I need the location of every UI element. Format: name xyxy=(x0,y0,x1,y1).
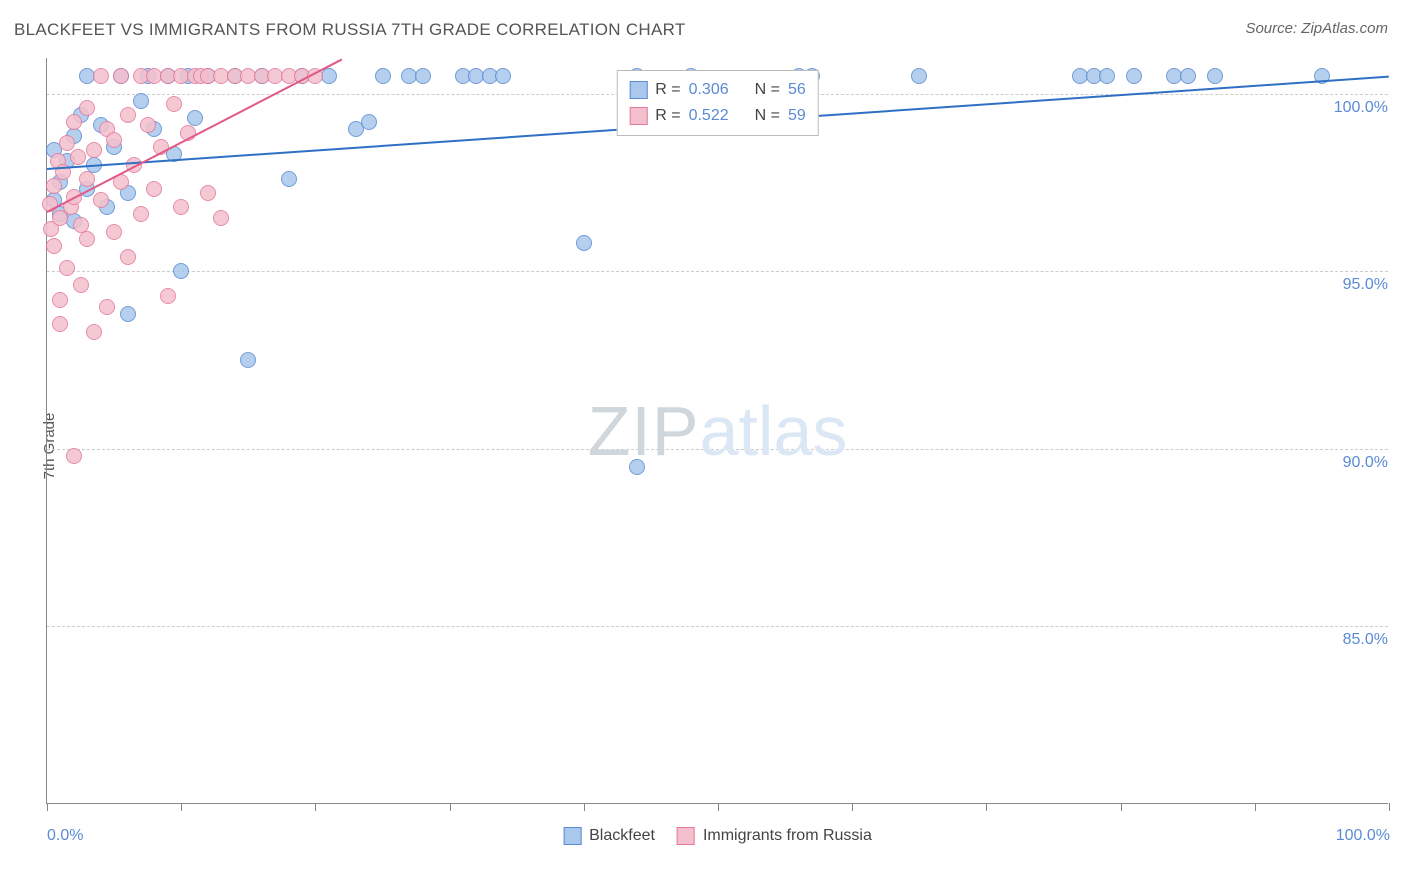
x-tick xyxy=(47,803,48,811)
data-point xyxy=(281,171,297,187)
data-point xyxy=(166,96,182,112)
data-point xyxy=(79,231,95,247)
data-point xyxy=(495,68,511,84)
data-point xyxy=(79,100,95,116)
x-tick xyxy=(1121,803,1122,811)
data-point xyxy=(133,93,149,109)
data-point xyxy=(1207,68,1223,84)
legend-item-0: Blackfeet xyxy=(563,827,655,845)
r-label-1: R = xyxy=(655,103,680,129)
data-point xyxy=(240,352,256,368)
data-point xyxy=(375,68,391,84)
y-tick-label: 95.0% xyxy=(1341,276,1390,294)
data-point xyxy=(46,178,62,194)
legend-item-1: Immigrants from Russia xyxy=(677,827,872,845)
swatch-series-1 xyxy=(629,107,647,125)
data-point xyxy=(173,199,189,215)
data-point xyxy=(93,68,109,84)
y-gridline xyxy=(47,271,1388,272)
source-attribution: Source: ZipAtlas.com xyxy=(1245,20,1388,37)
x-tick xyxy=(986,803,987,811)
x-tick xyxy=(584,803,585,811)
y-gridline xyxy=(47,449,1388,450)
correlation-legend: R = 0.306 N = 56 R = 0.522 N = 59 xyxy=(616,70,819,136)
legend-label-0: Blackfeet xyxy=(589,827,655,845)
y-tick-label: 100.0% xyxy=(1332,99,1390,117)
data-point xyxy=(46,238,62,254)
data-point xyxy=(146,181,162,197)
x-axis-max-label: 100.0% xyxy=(1336,827,1390,845)
data-point xyxy=(93,192,109,208)
data-point xyxy=(140,117,156,133)
x-tick xyxy=(315,803,316,811)
data-point xyxy=(59,135,75,151)
data-point xyxy=(106,224,122,240)
x-tick xyxy=(181,803,182,811)
data-point xyxy=(213,210,229,226)
data-point xyxy=(911,68,927,84)
data-point xyxy=(52,316,68,332)
data-point xyxy=(59,260,75,276)
x-tick xyxy=(718,803,719,811)
data-point xyxy=(120,249,136,265)
data-point xyxy=(576,235,592,251)
watermark-atlas: atlas xyxy=(700,392,848,470)
swatch-series-0 xyxy=(629,81,647,99)
r-value-0: 0.306 xyxy=(689,77,729,103)
n-label-1: N = xyxy=(755,103,780,129)
data-point xyxy=(106,132,122,148)
legend-label-1: Immigrants from Russia xyxy=(703,827,872,845)
data-point xyxy=(79,171,95,187)
legend-row-series-0: R = 0.306 N = 56 xyxy=(629,77,806,103)
data-point xyxy=(629,459,645,475)
data-point xyxy=(66,448,82,464)
data-point xyxy=(1180,68,1196,84)
data-point xyxy=(73,277,89,293)
plot-area: ZIPatlas R = 0.306 N = 56 R = 0.522 N = … xyxy=(46,58,1388,804)
x-tick xyxy=(1255,803,1256,811)
data-point xyxy=(1099,68,1115,84)
data-point xyxy=(361,114,377,130)
r-value-1: 0.522 xyxy=(689,103,729,129)
y-tick-label: 85.0% xyxy=(1341,631,1390,649)
x-axis-min-label: 0.0% xyxy=(47,827,83,845)
y-tick-label: 90.0% xyxy=(1341,454,1390,472)
data-point xyxy=(133,206,149,222)
data-point xyxy=(120,306,136,322)
data-point xyxy=(99,299,115,315)
x-tick xyxy=(852,803,853,811)
n-value-1: 59 xyxy=(788,103,806,129)
data-point xyxy=(113,68,129,84)
data-point xyxy=(173,263,189,279)
data-point xyxy=(70,149,86,165)
data-point xyxy=(120,107,136,123)
data-point xyxy=(1126,68,1142,84)
data-point xyxy=(160,288,176,304)
legend-swatch-0 xyxy=(563,827,581,845)
data-point xyxy=(86,142,102,158)
y-gridline xyxy=(47,626,1388,627)
series-legend: Blackfeet Immigrants from Russia xyxy=(563,827,872,845)
n-value-0: 56 xyxy=(788,77,806,103)
watermark-zip: ZIP xyxy=(588,392,700,470)
r-label-0: R = xyxy=(655,77,680,103)
n-label-0: N = xyxy=(755,77,780,103)
legend-row-series-1: R = 0.522 N = 59 xyxy=(629,103,806,129)
data-point xyxy=(86,324,102,340)
legend-swatch-1 xyxy=(677,827,695,845)
data-point xyxy=(415,68,431,84)
data-point xyxy=(52,292,68,308)
x-tick xyxy=(1389,803,1390,811)
data-point xyxy=(66,114,82,130)
data-point xyxy=(200,185,216,201)
watermark: ZIPatlas xyxy=(588,391,848,471)
chart-title: BLACKFEET VS IMMIGRANTS FROM RUSSIA 7TH … xyxy=(14,20,686,40)
x-tick xyxy=(450,803,451,811)
